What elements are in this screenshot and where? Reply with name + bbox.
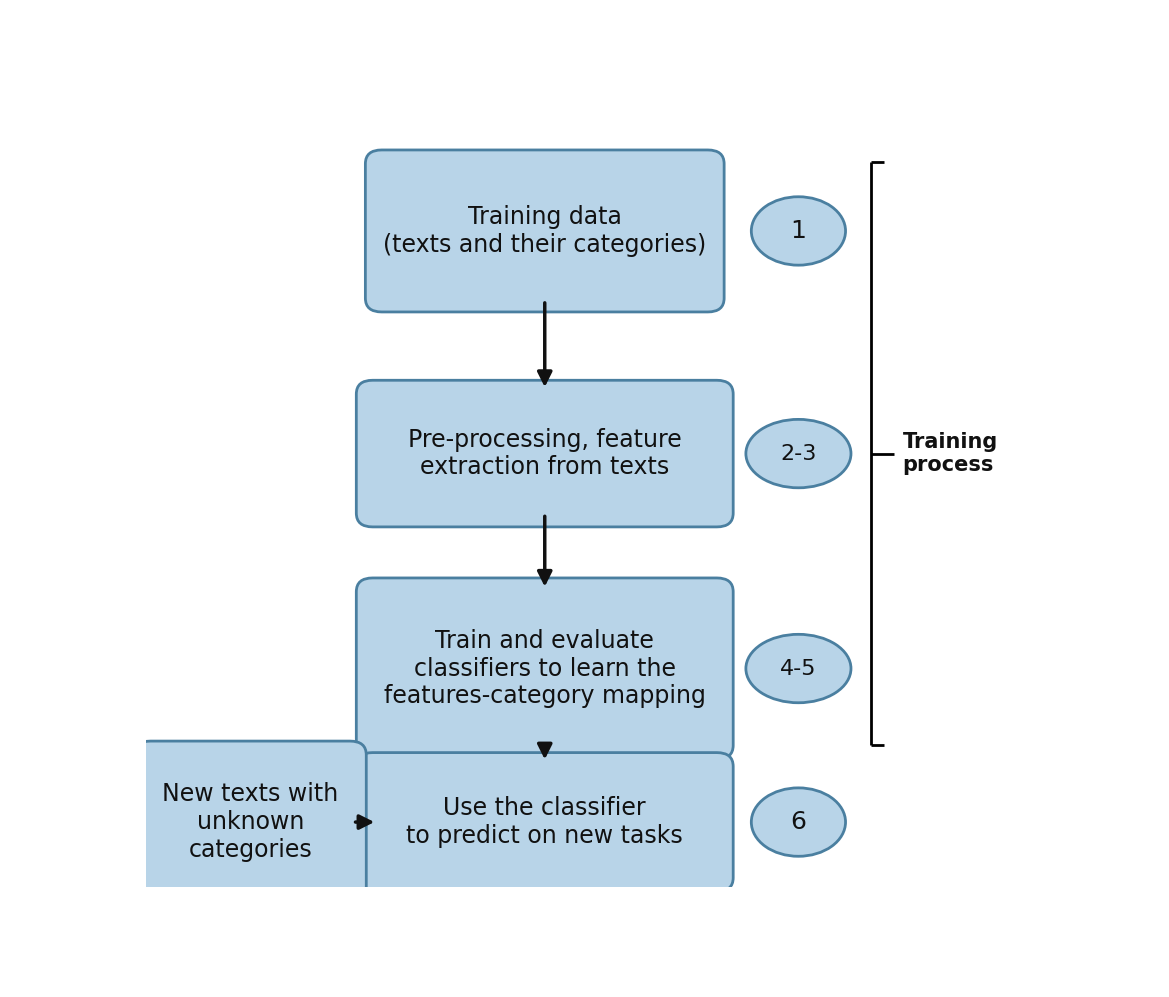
FancyBboxPatch shape: [357, 380, 733, 526]
Text: 4-5: 4-5: [780, 659, 817, 679]
Text: 2-3: 2-3: [780, 444, 817, 464]
Text: Training
process: Training process: [902, 432, 998, 476]
Text: Train and evaluate
classifiers to learn the
features-category mapping: Train and evaluate classifiers to learn …: [383, 629, 706, 708]
FancyBboxPatch shape: [357, 578, 733, 759]
Text: 1: 1: [790, 219, 807, 243]
Ellipse shape: [746, 420, 851, 488]
Text: Pre-processing, feature
extraction from texts: Pre-processing, feature extraction from …: [408, 428, 682, 480]
Ellipse shape: [746, 634, 851, 703]
Text: 6: 6: [790, 811, 807, 834]
Ellipse shape: [752, 788, 845, 856]
FancyBboxPatch shape: [357, 753, 733, 891]
Text: Use the classifier
to predict on new tasks: Use the classifier to predict on new tas…: [407, 797, 683, 848]
FancyBboxPatch shape: [134, 741, 366, 903]
Text: New texts with
unknown
categories: New texts with unknown categories: [162, 783, 339, 861]
Ellipse shape: [752, 196, 845, 265]
Text: Training data
(texts and their categories): Training data (texts and their categorie…: [383, 205, 706, 257]
FancyBboxPatch shape: [366, 150, 724, 312]
